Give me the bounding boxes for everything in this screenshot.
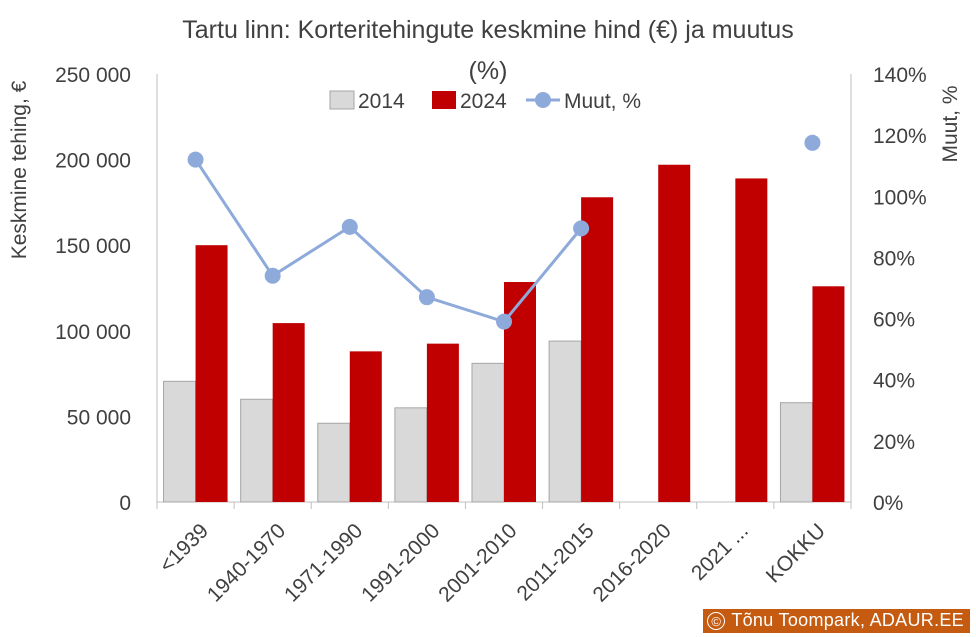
y-tick-label: 0 <box>119 492 131 515</box>
point-muut <box>573 220 590 237</box>
bar-2024 <box>658 164 691 502</box>
x-tick-label: 2016-2020 <box>588 519 675 606</box>
point-muut <box>264 267 281 284</box>
legend-muut-marker <box>535 92 551 108</box>
x-tick-label: 1940-1970 <box>203 519 290 606</box>
copyright-icon: © <box>707 611 726 630</box>
bar-2014 <box>240 398 274 503</box>
x-tick-label: 2021 ... <box>687 519 753 585</box>
x-tick-label: 1991-2000 <box>357 519 444 606</box>
point-muut <box>187 151 204 168</box>
legend-2024-label: 2024 <box>460 90 507 113</box>
point-muut <box>341 218 358 235</box>
y-tick-label: 250 000 <box>55 64 131 87</box>
y2-tick-label: 120% <box>873 125 927 148</box>
legend: 2014 2024 Muut, % <box>329 90 641 113</box>
chart-title-line-2: (%) <box>469 57 508 85</box>
y2-tick-label: 60% <box>873 309 915 332</box>
bar-2024 <box>349 351 382 502</box>
plot-area: 0 50 000 100 000 150 000 200 000 250 000 0% 20%… <box>55 64 927 607</box>
bar-2014 <box>163 380 197 503</box>
bar-2024 <box>735 178 768 502</box>
y-tick-label: 50 000 <box>67 406 131 429</box>
bar-2024 <box>195 245 228 502</box>
bar-2014 <box>471 362 505 503</box>
legend-2024-swatch <box>432 91 456 109</box>
credit-badge: © Tõnu Toompark, ADAUR.EE <box>703 609 970 633</box>
legend-2014-swatch <box>329 90 355 110</box>
y-tick-label: 200 000 <box>55 150 131 173</box>
legend-muut-label: Muut, % <box>564 90 641 113</box>
bar-2014 <box>548 340 582 503</box>
point-muut <box>496 313 512 330</box>
x-tick-label: 2011-2015 <box>512 519 598 605</box>
y2-tick-label: 0% <box>873 492 903 515</box>
y-tick-label: 100 000 <box>55 321 131 344</box>
x-tick-label: 2001-2010 <box>434 519 521 606</box>
x-tick-label: <1939 <box>155 519 213 577</box>
y-axis-title: Keskmine tehing, € <box>8 80 31 259</box>
y2-axis-title: Muut, % <box>939 85 962 162</box>
bar-2024 <box>581 197 614 502</box>
point-muut <box>418 289 435 306</box>
bar-2024 <box>426 343 459 502</box>
bar-2024 <box>272 323 305 502</box>
x-tick-label: 1971-1990 <box>280 519 367 606</box>
x-tick-label: KOKKU <box>762 519 830 587</box>
point-muut <box>804 134 821 151</box>
legend-2014-label: 2014 <box>358 90 405 113</box>
y2-tick-label: 140% <box>873 64 927 87</box>
y2-tick-label: 20% <box>873 431 915 454</box>
y-tick-label: 150 000 <box>55 235 131 258</box>
bar-2014 <box>317 422 351 503</box>
y2-tick-label: 100% <box>873 186 927 209</box>
credit-text: Tõnu Toompark, ADAUR.EE <box>731 610 964 630</box>
y2-tick-label: 80% <box>873 247 915 270</box>
chart-title-line-1: Tartu linn: Korteritehingute keskmine hi… <box>182 16 793 44</box>
bar-2014 <box>394 407 428 503</box>
bar-2024 <box>812 286 845 502</box>
y2-tick-label: 40% <box>873 370 915 393</box>
bar-2014 <box>779 402 813 503</box>
